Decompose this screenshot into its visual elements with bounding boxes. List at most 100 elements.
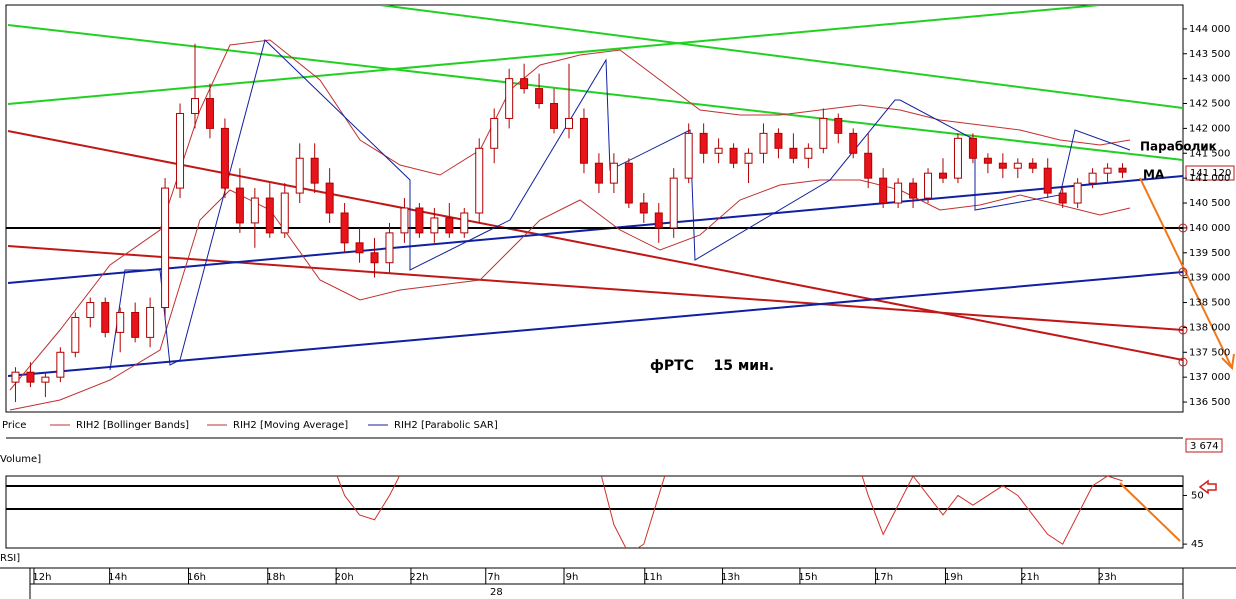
y-tick-label: 143 000 <box>1189 74 1230 85</box>
candle-body <box>1013 162 1022 169</box>
last-price: 141 120 <box>1190 168 1231 179</box>
candle-body <box>579 117 588 164</box>
panel-title: Volume] <box>0 454 41 465</box>
candle-body <box>116 311 125 333</box>
candle-body <box>1118 167 1127 173</box>
candle-body <box>520 78 529 90</box>
y-tick-label: 141 000 <box>1189 173 1230 184</box>
candle-body <box>804 147 813 159</box>
rsi <box>336 476 1123 548</box>
candle-body <box>864 152 873 179</box>
candle-body <box>146 307 155 338</box>
candle-body <box>834 117 843 134</box>
y-tick-label: 137 000 <box>1189 372 1230 383</box>
candle-body <box>699 132 708 154</box>
x-tick-label: 16h <box>187 572 206 583</box>
candle-body <box>1058 192 1067 204</box>
candle-body <box>924 172 933 199</box>
candle-body <box>1088 172 1097 184</box>
x-tick-label: 19h <box>944 572 963 583</box>
candle-body <box>415 207 424 234</box>
candle-body <box>445 217 454 234</box>
date-label: 28 <box>490 587 503 598</box>
trend-line <box>7 130 1183 361</box>
candle-body <box>191 98 199 114</box>
y-tick-label: 141 500 <box>1189 148 1230 159</box>
candle-body <box>594 162 603 184</box>
candle-body <box>370 252 379 264</box>
x-tick-label: 14h <box>108 572 127 583</box>
y-tick-label: 142 500 <box>1189 99 1230 110</box>
bollinger-lower <box>9 179 1131 411</box>
trend-line <box>7 245 1183 331</box>
candle-body <box>325 182 334 214</box>
candle-body <box>744 152 753 164</box>
y-tick-label: 139 000 <box>1189 273 1230 284</box>
candle-body <box>953 137 962 179</box>
candle-body <box>505 78 514 119</box>
x-tick-label: 18h <box>266 572 285 583</box>
candle-body <box>1103 167 1112 174</box>
legend-entry: Price <box>2 420 26 431</box>
alert-marker <box>1178 357 1188 367</box>
candle-body <box>1073 182 1082 204</box>
candle-body <box>295 157 304 194</box>
candle-body <box>609 162 618 184</box>
rsi-panel <box>5 475 1184 549</box>
y-tick-label: 138 000 <box>1189 322 1230 333</box>
candle-body <box>26 371 35 383</box>
y-tick-label: 50 <box>1191 490 1204 501</box>
candle-body <box>385 232 394 264</box>
alert-marker <box>1178 325 1188 335</box>
x-tick-label: 7h <box>487 572 500 583</box>
candle-body <box>939 172 947 179</box>
x-tick-label: 9h <box>566 572 579 583</box>
trend-line <box>7 24 1183 161</box>
candle-body <box>998 162 1007 169</box>
candle-body <box>624 162 633 204</box>
forecast-arrow <box>1221 353 1235 371</box>
trend-line <box>7 175 1183 284</box>
candle-body <box>909 182 918 199</box>
candle-body <box>310 157 319 184</box>
candle-body <box>729 147 738 164</box>
candle-body <box>849 132 858 154</box>
forecast-arrow <box>1119 482 1181 542</box>
volume-value: 3 674 <box>1190 441 1219 452</box>
candles <box>11 43 1127 403</box>
candle-body <box>131 311 140 338</box>
candle-body <box>220 127 229 189</box>
x-tick-label: 22h <box>409 572 428 583</box>
y-tick-label: 144 000 <box>1189 24 1230 35</box>
y-tick-label: 45 <box>1191 539 1204 550</box>
y-tick-label: 136 500 <box>1189 397 1230 408</box>
y-tick-label: 140 000 <box>1189 223 1230 234</box>
last-price-box <box>1185 165 1235 181</box>
rsi-marker <box>1198 479 1217 495</box>
y-tick-label: 143 500 <box>1189 49 1230 60</box>
x-tick-label: 17h <box>874 572 893 583</box>
candle-body <box>1043 167 1052 194</box>
candle-body <box>1028 162 1037 169</box>
x-tick-label: 12h <box>32 572 51 583</box>
volume-box <box>1185 438 1223 453</box>
candle-body <box>759 132 768 154</box>
candle-body <box>265 197 274 234</box>
y-tick-label: 137 500 <box>1189 347 1230 358</box>
x-tick-label: 21h <box>1020 572 1039 583</box>
candle-body <box>490 117 499 149</box>
legend-entry: RIH2 [Parabolic SAR] <box>394 420 498 431</box>
trend-line <box>7 271 1183 377</box>
y-tick-label: 139 500 <box>1189 248 1230 259</box>
candle-body <box>460 212 469 234</box>
candle-body <box>819 117 828 149</box>
candle-body <box>101 302 110 333</box>
candle-body <box>639 202 648 214</box>
legend-entry: RIH2 [Moving Average] <box>233 420 348 431</box>
candle-body <box>11 371 20 383</box>
candle-body <box>280 192 289 234</box>
trend-line <box>379 5 1183 109</box>
candle-body <box>654 212 663 229</box>
candle-body <box>340 212 349 244</box>
